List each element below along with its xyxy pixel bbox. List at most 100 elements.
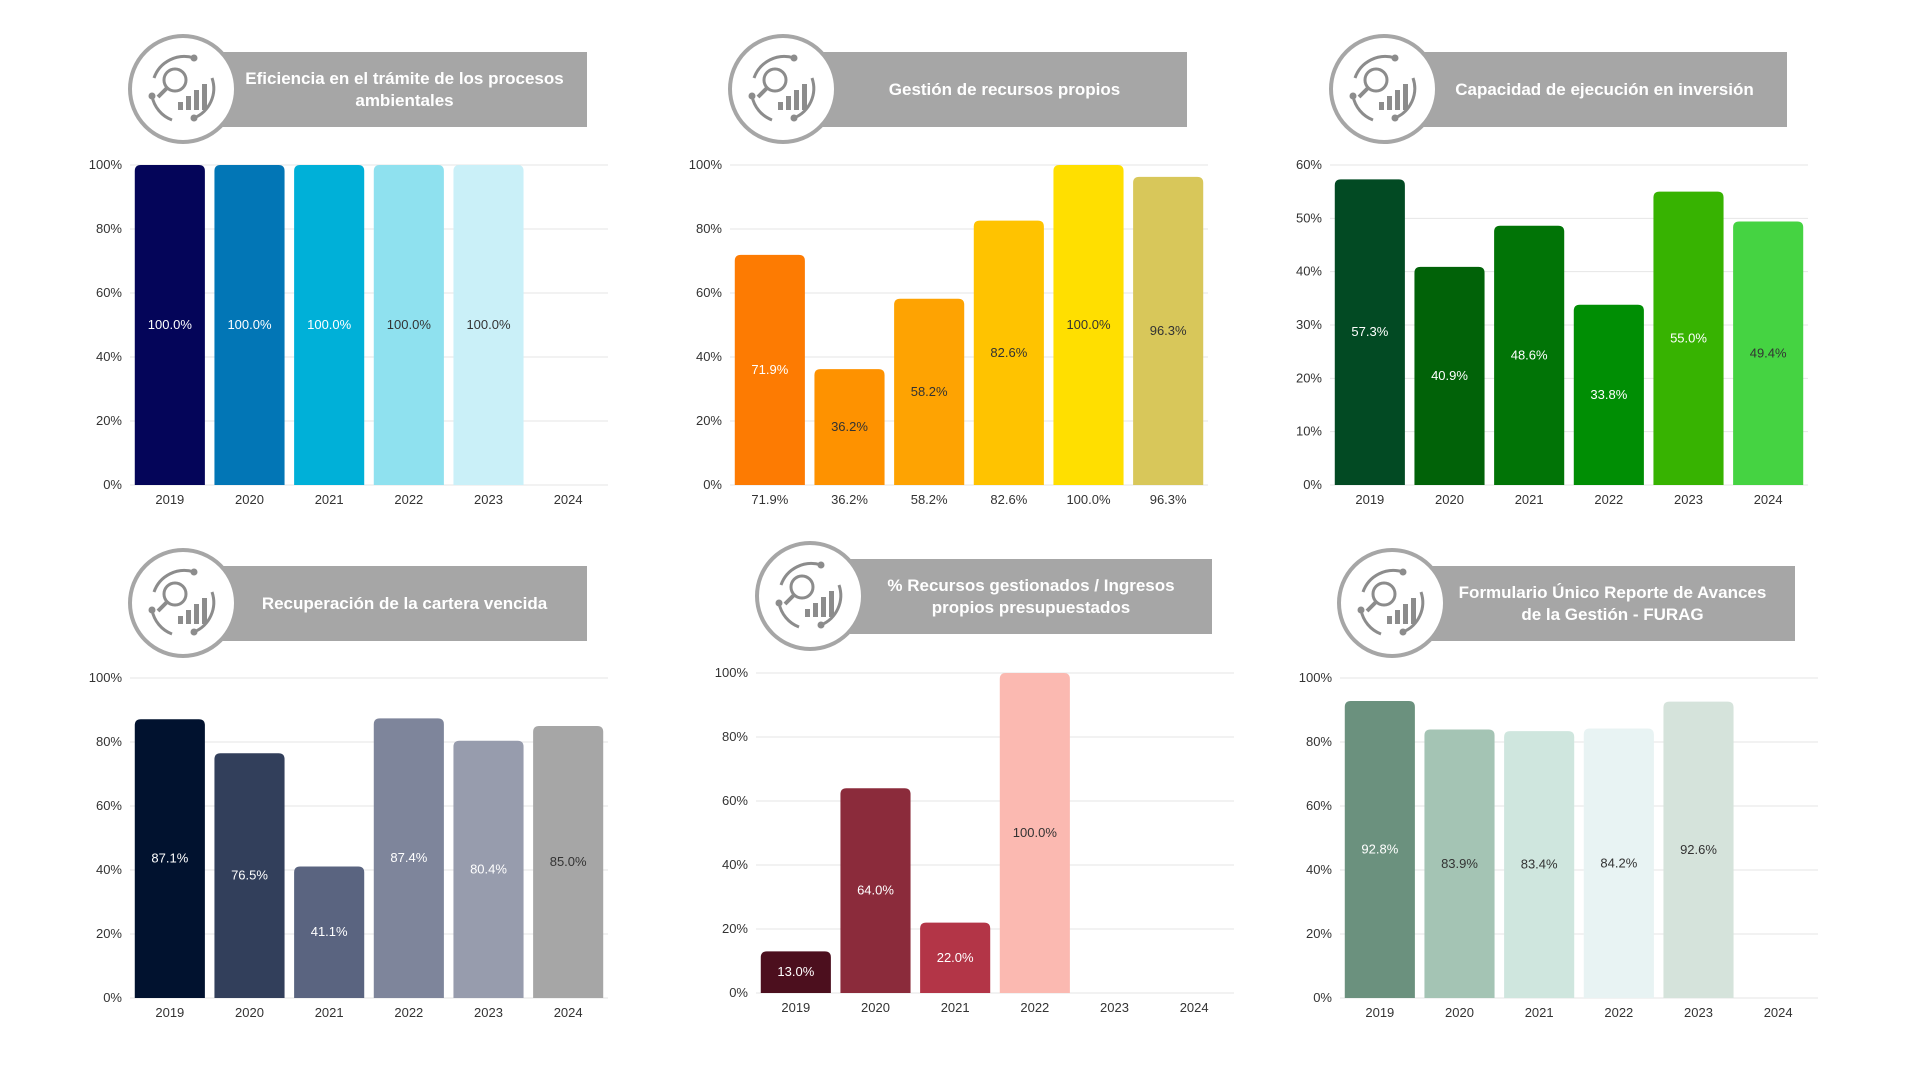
bar <box>134 719 205 998</box>
bar <box>1053 165 1124 485</box>
y-tick-label: 60% <box>696 285 722 300</box>
y-tick-label: 40% <box>722 857 748 872</box>
y-tick-label: 80% <box>722 729 748 744</box>
bar <box>760 951 831 993</box>
y-tick-label: 0% <box>103 990 122 1005</box>
y-tick-label: 60% <box>96 285 122 300</box>
chart-title-line: Recuperación de la cartera vencida <box>261 593 548 613</box>
bar-value-label: 76.5% <box>231 868 268 883</box>
x-tick-label: 96.3% <box>1150 492 1187 507</box>
bar <box>134 165 205 485</box>
bar <box>1494 225 1565 486</box>
bar-value-label: 96.3% <box>1150 323 1187 338</box>
bar <box>1334 179 1405 485</box>
bar <box>734 254 805 485</box>
y-tick-label: 50% <box>1296 210 1322 225</box>
bar-value-label: 64.0% <box>857 883 894 898</box>
bar-value-label: 100.0% <box>466 317 511 332</box>
x-tick-label: 2020 <box>1445 1005 1474 1020</box>
y-tick-label: 40% <box>96 349 122 364</box>
bar-value-label: 71.9% <box>751 362 788 377</box>
x-tick-label: 2021 <box>315 492 344 507</box>
bar <box>1663 701 1734 998</box>
chart-title-line: ambientales <box>355 90 454 110</box>
bar <box>1573 304 1644 485</box>
bar <box>814 369 885 485</box>
bar-value-label: 87.4% <box>390 850 427 865</box>
y-tick-label: 0% <box>1303 477 1322 492</box>
bar <box>1583 728 1654 998</box>
y-tick-label: 20% <box>722 921 748 936</box>
bar-value-label: 83.4% <box>1521 857 1558 872</box>
y-tick-label: 0% <box>703 477 722 492</box>
y-tick-label: 40% <box>96 862 122 877</box>
x-tick-label: 2020 <box>861 1000 890 1015</box>
bar-value-label: 36.2% <box>831 419 868 434</box>
analytics-cycle-icon <box>728 34 838 144</box>
bar-value-label: 80.4% <box>470 861 507 876</box>
x-tick-label: 2021 <box>941 1000 970 1015</box>
y-tick-label: 40% <box>1306 862 1332 877</box>
x-tick-label: 2022 <box>394 1005 423 1020</box>
bar-chart: 0% 20% 40% 60% 80% 100% 87.1% 2019 76.5% 2020 41.1… <box>89 670 608 1020</box>
bar-value-label: 85.0% <box>550 854 587 869</box>
x-tick-label: 2019 <box>155 492 184 507</box>
y-tick-label: 80% <box>1306 734 1332 749</box>
bar <box>1424 729 1495 998</box>
analytics-cycle-glyph <box>775 561 843 629</box>
bar <box>453 165 524 485</box>
chart-title-banner: Gestión de recursos propios <box>822 52 1187 127</box>
bar <box>999 673 1070 993</box>
x-tick-label: 82.6% <box>990 492 1027 507</box>
y-tick-label: 100% <box>89 670 123 685</box>
x-tick-label: 2020 <box>1435 492 1464 507</box>
bar-chart: 0% 20% 40% 60% 80% 100% 92.8% 2019 83.9% 2020 83.4… <box>1299 670 1818 1020</box>
bar-value-label: 92.6% <box>1680 842 1717 857</box>
x-tick-label: 2024 <box>1754 492 1783 507</box>
y-tick-label: 100% <box>689 157 723 172</box>
bar <box>894 298 965 485</box>
bar-value-label: 49.4% <box>1750 345 1787 360</box>
analytics-cycle-icon <box>128 34 238 144</box>
bar-chart: 0% 10% 20% 30% 40% 50% 60% 57.3% 2019 40.9% 2020 48… <box>1296 157 1808 507</box>
bar-value-label: 87.1% <box>151 851 188 866</box>
analytics-cycle-glyph <box>148 568 216 636</box>
x-tick-label: 2023 <box>1684 1005 1713 1020</box>
x-tick-label: 2024 <box>554 492 583 507</box>
x-tick-label: 2021 <box>1525 1005 1554 1020</box>
bar <box>373 718 444 998</box>
bar-value-label: 22.0% <box>937 950 974 965</box>
y-tick-label: 100% <box>89 157 123 172</box>
bar-value-label: 92.8% <box>1361 842 1398 857</box>
bar-value-label: 13.0% <box>777 964 814 979</box>
bar <box>1414 266 1485 485</box>
analytics-cycle-glyph <box>148 54 216 122</box>
bar <box>920 922 991 993</box>
bar-chart: 0% 20% 40% 60% 80% 100% 71.9% 71.9% 36.2% 36.2% 58… <box>689 157 1208 507</box>
analytics-cycle-icon <box>128 548 238 658</box>
bar <box>1653 191 1724 485</box>
bar-chart: 0% 20% 40% 60% 80% 100% 13.0% 2019 64.0% 2020 22.0… <box>715 665 1234 1015</box>
y-tick-label: 60% <box>722 793 748 808</box>
chart-title-banner: Formulario Único Reporte de Avances de l… <box>1430 566 1795 641</box>
y-tick-label: 80% <box>96 221 122 236</box>
bar-value-label: 33.8% <box>1590 387 1627 402</box>
y-tick-label: 0% <box>1313 990 1332 1005</box>
analytics-cycle-icon <box>755 541 865 651</box>
x-tick-label: 2022 <box>1594 492 1623 507</box>
chart-title-line: Gestión de recursos propios <box>888 79 1121 99</box>
y-tick-label: 60% <box>1296 157 1322 172</box>
y-tick-label: 0% <box>103 477 122 492</box>
bar-chart: 0% 20% 40% 60% 80% 100% 100.0% 2019 100.0% 2020 10… <box>89 157 608 507</box>
bar <box>973 220 1044 485</box>
y-tick-label: 100% <box>1299 670 1333 685</box>
bar <box>373 165 444 485</box>
chart-title-line: Capacidad de ejecución en inversión <box>1455 79 1754 99</box>
y-tick-label: 40% <box>1296 264 1322 279</box>
y-tick-label: 20% <box>96 413 122 428</box>
bar <box>294 866 365 998</box>
x-tick-label: 2022 <box>394 492 423 507</box>
bar <box>214 753 285 998</box>
y-tick-label: 80% <box>696 221 722 236</box>
y-tick-label: 60% <box>96 798 122 813</box>
